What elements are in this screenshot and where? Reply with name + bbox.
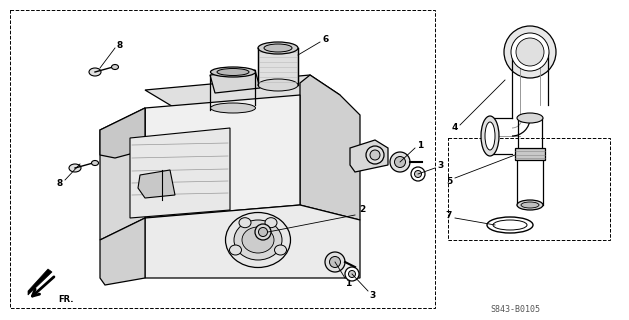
Polygon shape [138, 170, 175, 198]
Ellipse shape [411, 167, 425, 181]
Text: 1: 1 [345, 278, 351, 287]
Ellipse shape [521, 202, 539, 208]
Ellipse shape [265, 218, 277, 228]
Text: 5: 5 [446, 177, 452, 186]
Polygon shape [130, 128, 230, 218]
Ellipse shape [504, 26, 556, 78]
Ellipse shape [370, 150, 380, 160]
Ellipse shape [258, 79, 298, 91]
Ellipse shape [517, 113, 543, 123]
Text: FR.: FR. [58, 295, 74, 305]
Ellipse shape [259, 228, 267, 236]
Ellipse shape [274, 245, 287, 255]
Ellipse shape [255, 224, 271, 240]
Text: 4: 4 [452, 124, 458, 132]
Polygon shape [210, 70, 260, 93]
Ellipse shape [91, 161, 99, 165]
Polygon shape [258, 48, 298, 85]
Ellipse shape [485, 122, 495, 150]
Ellipse shape [234, 220, 282, 260]
Polygon shape [145, 95, 300, 218]
Ellipse shape [258, 42, 298, 54]
Text: 8: 8 [57, 179, 63, 188]
Text: 1: 1 [417, 140, 423, 149]
Text: 3: 3 [370, 291, 376, 300]
Ellipse shape [217, 68, 249, 76]
Polygon shape [100, 218, 145, 285]
Ellipse shape [89, 68, 101, 76]
Ellipse shape [394, 156, 406, 167]
Polygon shape [100, 108, 145, 240]
Ellipse shape [493, 220, 527, 230]
Ellipse shape [415, 171, 421, 178]
Ellipse shape [516, 38, 544, 66]
Ellipse shape [264, 44, 292, 52]
Ellipse shape [487, 217, 533, 233]
Text: 2: 2 [359, 205, 365, 214]
Polygon shape [515, 148, 545, 160]
Ellipse shape [69, 164, 81, 172]
Text: 8: 8 [117, 41, 123, 50]
Polygon shape [100, 108, 145, 158]
Ellipse shape [325, 252, 345, 272]
Ellipse shape [211, 103, 255, 113]
Polygon shape [145, 75, 340, 108]
Text: S843-B0105: S843-B0105 [490, 306, 540, 315]
Ellipse shape [481, 116, 499, 156]
Bar [448, 138, 610, 240]
Ellipse shape [345, 267, 359, 281]
Ellipse shape [242, 227, 274, 253]
Ellipse shape [111, 65, 118, 69]
Ellipse shape [211, 67, 255, 77]
Ellipse shape [230, 245, 242, 255]
Text: 3: 3 [437, 162, 443, 171]
Polygon shape [145, 205, 360, 278]
Bar [10, 10, 435, 308]
Ellipse shape [348, 270, 355, 277]
Ellipse shape [511, 33, 549, 71]
Ellipse shape [366, 146, 384, 164]
Text: 7: 7 [446, 212, 452, 220]
Ellipse shape [390, 152, 410, 172]
Polygon shape [300, 75, 360, 220]
Text: 6: 6 [323, 36, 329, 44]
Ellipse shape [517, 200, 543, 210]
Ellipse shape [330, 257, 340, 268]
Polygon shape [350, 140, 388, 172]
Ellipse shape [226, 212, 291, 268]
Polygon shape [28, 269, 52, 295]
Ellipse shape [239, 218, 251, 228]
